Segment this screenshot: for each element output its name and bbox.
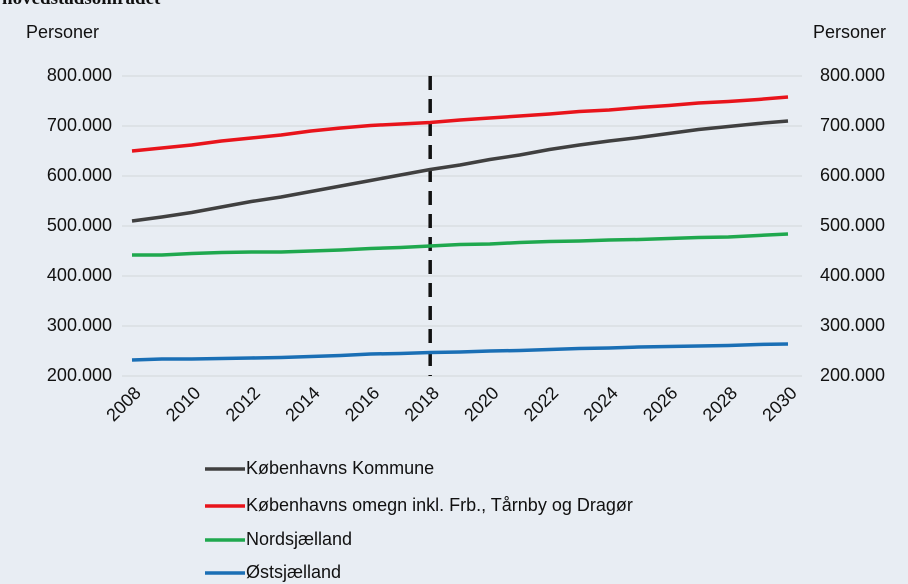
y-tick-label: 300.000 [47,315,112,335]
x-tick-label: 2022 [520,383,562,425]
y-tick-label: 600.000 [47,165,112,185]
x-tick-label: 2014 [281,383,323,425]
y-tick-label: 400.000 [47,265,112,285]
y-tick-label: 200.000 [47,365,112,385]
y2-tick-label: 700.000 [820,115,885,135]
x-tick-label: 2018 [401,383,443,425]
y-tick-label: 800.000 [47,65,112,85]
series-line [131,342,789,362]
series-line [131,119,789,223]
y2-tick-label: 600.000 [820,165,885,185]
y2-tick-label: 200.000 [820,365,885,385]
x-tick-label: 2010 [162,383,204,425]
x-tick-label: 2026 [639,383,681,425]
series-line [132,232,789,257]
y2-tick-label: 500.000 [820,215,885,235]
y2-tick-label: 800.000 [820,65,885,85]
legend-label: Østsjælland [246,562,341,582]
legend-label: Nordsjælland [246,529,352,549]
legend-label: Københavns omegn inkl. Frb., Tårnby og D… [246,495,633,515]
y2-tick-label: 400.000 [820,265,885,285]
x-tick-label: 2028 [699,383,741,425]
x-tick-label: 2008 [102,383,144,425]
series-line [131,95,789,153]
x-tick-label: 2030 [758,383,800,425]
y-tick-label: 700.000 [47,115,112,135]
x-tick-label: 2020 [460,383,502,425]
x-tick-label: 2016 [341,383,383,425]
y2-tick-label: 300.000 [820,315,885,335]
y2-axis-label: Personer [813,22,886,42]
y-tick-label: 500.000 [47,215,112,235]
legend-label: Københavns Kommune [246,458,434,478]
x-tick-label: 2024 [579,383,621,425]
chart-title: hovedstadsområdet [2,0,161,9]
y-axis-label: Personer [26,22,99,42]
x-tick-label: 2012 [222,383,264,425]
